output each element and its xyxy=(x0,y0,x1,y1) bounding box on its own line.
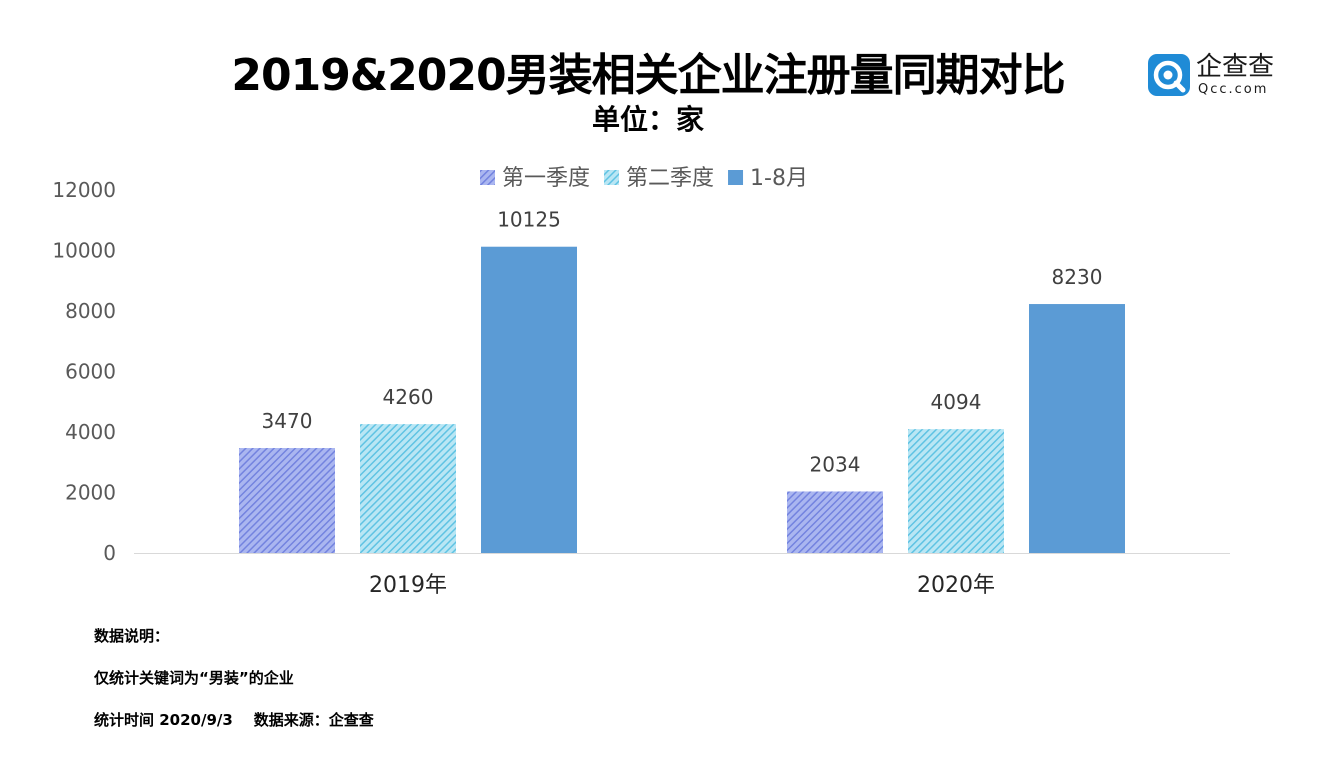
y-tick-label: 8000 xyxy=(65,299,116,323)
y-tick-label: 10000 xyxy=(52,239,116,263)
legend-label: 第二季度 xyxy=(626,166,714,191)
qcc-logo: 企查查 Qcc.com xyxy=(1148,52,1278,102)
y-tick-label: 2000 xyxy=(65,481,116,505)
x-category-label: 2020年 xyxy=(917,573,995,598)
bar-1-3 xyxy=(481,246,577,553)
x-category-label: 2019年 xyxy=(369,573,447,598)
logo-domain: Qcc.com xyxy=(1198,82,1269,97)
legend-label: 1-8月 xyxy=(750,166,808,191)
y-tick-label: 12000 xyxy=(52,178,116,202)
legend-swatch xyxy=(604,170,620,185)
bar-1-2 xyxy=(360,424,456,553)
y-tick-label: 4000 xyxy=(65,420,116,444)
bar-2-2 xyxy=(908,429,1004,553)
chart-title: 2019&2020男装相关企业注册量同期对比 xyxy=(231,50,1065,101)
bar-value-label: 3470 xyxy=(262,409,313,433)
bar-value-label: 2034 xyxy=(810,452,861,476)
logo-name: 企查查 xyxy=(1196,52,1275,82)
notes-heading: 数据说明： xyxy=(94,627,170,645)
bar-1-1 xyxy=(239,448,335,553)
bar-2-3 xyxy=(1029,304,1125,553)
notes-scope: 仅统计关键词为“男装”的企业 xyxy=(94,669,294,687)
bar-value-label: 4094 xyxy=(931,390,982,414)
bar-chart: 0 2000 4000 6000 8000 10000 12000 3470 4260 1012… xyxy=(52,166,1230,598)
y-tick-label: 0 xyxy=(103,541,116,565)
bar-2-1 xyxy=(787,491,883,553)
chart-subtitle: 单位：家 xyxy=(591,103,704,136)
y-tick-label: 6000 xyxy=(65,360,116,384)
bar-value-label: 4260 xyxy=(383,385,434,409)
legend-swatch xyxy=(728,170,744,185)
notes-source: 统计时间 2020/9/3 数据来源：企查查 xyxy=(94,711,374,729)
bar-value-label: 10125 xyxy=(497,208,561,232)
qcc-logo-icon xyxy=(1148,54,1190,96)
bar-value-label: 8230 xyxy=(1052,265,1103,289)
legend-swatch xyxy=(480,170,495,185)
legend-label: 第一季度 xyxy=(502,166,590,191)
